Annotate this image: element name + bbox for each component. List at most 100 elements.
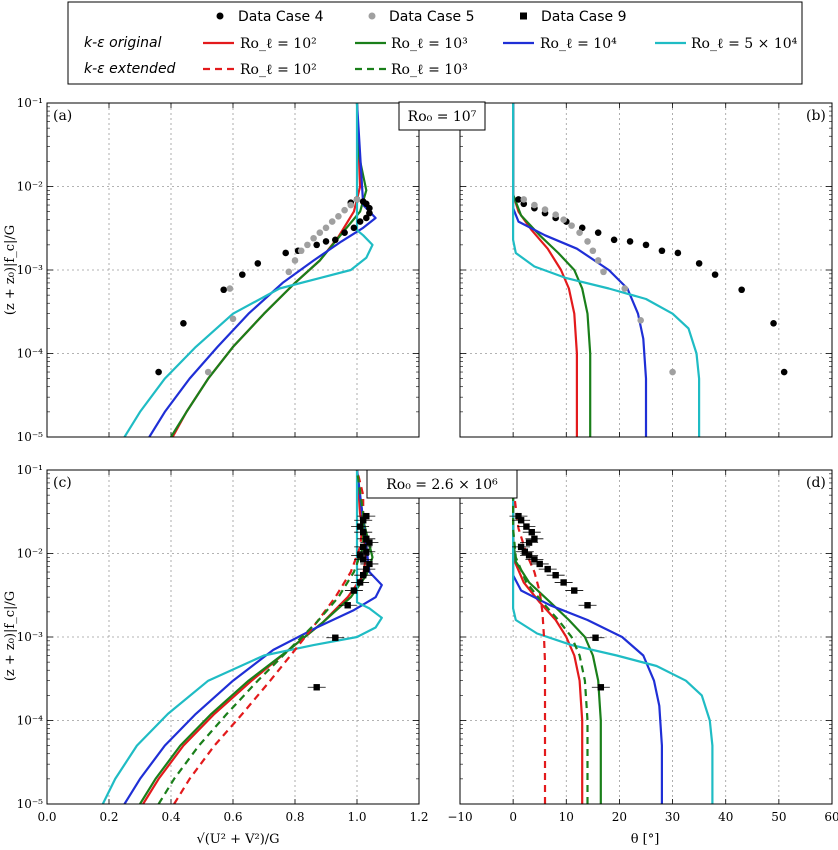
data-point bbox=[220, 286, 227, 294]
data-point bbox=[594, 257, 602, 264]
panel-b: (b) bbox=[459, 102, 833, 438]
data-point bbox=[363, 535, 370, 542]
data-point bbox=[226, 285, 234, 292]
data-point bbox=[229, 315, 237, 323]
x-tick-label: 20 bbox=[612, 810, 627, 824]
data-point bbox=[328, 218, 336, 225]
data-point bbox=[356, 579, 364, 586]
data-point bbox=[642, 241, 650, 249]
x-tick-label: 1.2 bbox=[409, 810, 428, 824]
data-point bbox=[360, 543, 367, 551]
legend: k-ε original k-ε extended Data Case 4 Da… bbox=[67, 1, 803, 85]
data-point bbox=[515, 512, 522, 520]
series-line bbox=[511, 103, 701, 437]
data-point bbox=[360, 556, 367, 563]
data-point bbox=[578, 224, 586, 232]
panel-label: (b) bbox=[806, 108, 826, 124]
ro0-label-bottom: Ro₀ = 2.6 × 10⁶ bbox=[366, 469, 518, 499]
data-point bbox=[180, 319, 187, 327]
data-point bbox=[521, 548, 529, 555]
data-point bbox=[589, 247, 597, 255]
data-point bbox=[610, 236, 618, 244]
panel-c: 0.0 0.2 0.4 0.6 0.8 1.0 1.2 10⁻⁵ 10⁻⁴ 10⁻³ 10⁻² 10⁻… bbox=[17, 463, 429, 824]
data-point bbox=[552, 571, 559, 579]
series-line bbox=[148, 103, 377, 437]
legend-label-case5: Data Case 5 bbox=[389, 9, 475, 25]
x-tick-label: 0.2 bbox=[99, 810, 118, 824]
data-point bbox=[204, 368, 212, 376]
series-line bbox=[511, 470, 664, 804]
data-point bbox=[571, 587, 578, 594]
ro0-label-top-text: Ro₀ = 10⁷ bbox=[408, 109, 477, 125]
y-tick-label: 10⁻⁵ bbox=[17, 797, 44, 811]
data-point bbox=[366, 560, 373, 568]
data-point bbox=[316, 229, 324, 236]
data-point bbox=[637, 316, 644, 324]
y-tick-label: 10⁻³ bbox=[17, 263, 44, 277]
x-tick-label: 10 bbox=[559, 810, 574, 824]
x-tick-label: 60 bbox=[824, 810, 838, 824]
legend-row-label-original: k-ε original bbox=[84, 35, 162, 51]
data-point bbox=[285, 268, 293, 276]
data-point bbox=[239, 271, 246, 278]
data-point bbox=[363, 565, 370, 573]
legend-marker-case5 bbox=[368, 12, 376, 20]
series-line bbox=[101, 470, 383, 804]
data-point bbox=[517, 517, 525, 524]
data-point bbox=[363, 214, 370, 222]
x-tick-label: 40 bbox=[718, 810, 733, 824]
data-point bbox=[356, 552, 364, 559]
x-tick-label: 1.0 bbox=[347, 810, 366, 824]
data-point bbox=[674, 249, 682, 257]
legend-label-ro4: Ro_ℓ = 10⁴ bbox=[540, 36, 617, 52]
data-point bbox=[353, 196, 361, 203]
data-point bbox=[525, 552, 533, 559]
data-point bbox=[310, 234, 317, 242]
x-axis-label-left: √(U² + V²)/G bbox=[196, 832, 279, 847]
data-point bbox=[568, 222, 575, 229]
data-point bbox=[341, 206, 348, 214]
series-line bbox=[511, 103, 648, 437]
panel-label: (c) bbox=[53, 475, 72, 491]
x-tick-label: 0 bbox=[509, 810, 517, 824]
data-point bbox=[359, 198, 367, 205]
data-point bbox=[360, 528, 367, 536]
data-point bbox=[584, 238, 591, 245]
data-point bbox=[738, 286, 745, 294]
data-point bbox=[356, 218, 364, 225]
series-line bbox=[511, 103, 592, 437]
data-point bbox=[313, 684, 320, 691]
data-point bbox=[517, 543, 525, 551]
y-tick-label: 10⁻⁴ bbox=[17, 714, 44, 728]
panel-d: −10 0 10 20 30 40 50 60 (d) bbox=[447, 469, 838, 824]
ro0-label-top: Ro₀ = 10⁷ bbox=[398, 101, 486, 131]
series-line bbox=[511, 470, 714, 804]
y-tick-label: 10⁻⁴ bbox=[17, 347, 44, 361]
legend-label-ro3-ext: Ro_ℓ = 10³ bbox=[391, 62, 468, 78]
legend-row-label-extended: k-ε extended bbox=[84, 61, 176, 77]
data-point bbox=[520, 196, 528, 203]
legend-label-ro5e4: Ro_ℓ = 5 × 10⁴ bbox=[691, 36, 798, 52]
y-tick-label: 10⁻¹ bbox=[17, 463, 43, 477]
series-line bbox=[171, 103, 362, 437]
legend-label-ro2-ext: Ro_ℓ = 10² bbox=[240, 62, 317, 78]
legend-label-ro2: Ro_ℓ = 10² bbox=[240, 36, 317, 52]
data-point bbox=[594, 229, 602, 236]
y-tick-label: 10⁻¹ bbox=[17, 96, 43, 110]
data-point bbox=[282, 249, 290, 257]
axes-frame bbox=[459, 102, 833, 438]
data-point bbox=[576, 229, 583, 236]
data-point bbox=[366, 539, 373, 546]
data-point bbox=[313, 241, 321, 249]
data-point bbox=[347, 201, 355, 209]
data-point bbox=[363, 548, 370, 555]
data-point bbox=[363, 512, 370, 520]
data-point bbox=[350, 224, 358, 232]
series-line bbox=[123, 103, 374, 437]
panel-a: 10⁻⁵ 10⁻⁴ 10⁻³ 10⁻² 10⁻¹ (a) bbox=[17, 96, 420, 444]
data-point bbox=[344, 602, 351, 609]
data-point bbox=[322, 238, 330, 245]
series-line bbox=[123, 470, 383, 804]
axes-frame bbox=[46, 102, 420, 438]
data-point bbox=[669, 368, 676, 376]
